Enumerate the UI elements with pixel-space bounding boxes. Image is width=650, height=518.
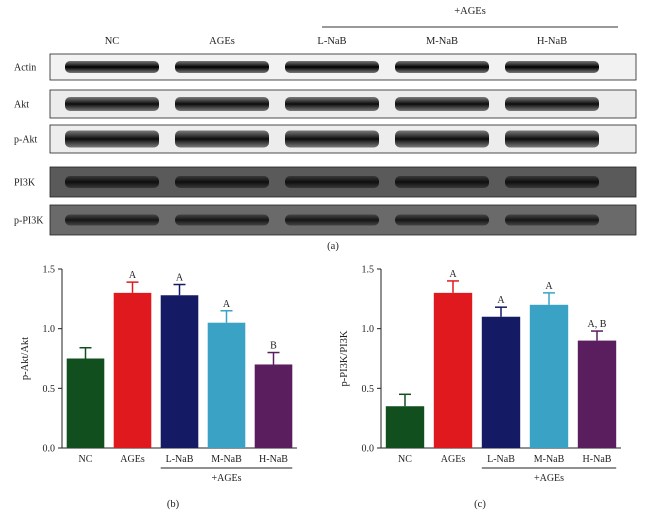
blot-band bbox=[65, 214, 159, 226]
panel-label-a: (a) bbox=[327, 241, 339, 252]
blot-row-label: Actin bbox=[14, 63, 36, 74]
y-axis-label: p-Akt/Akt bbox=[20, 337, 31, 380]
blot-band bbox=[505, 61, 599, 73]
significance-label: A bbox=[497, 295, 505, 306]
bar bbox=[433, 292, 473, 448]
blot-band bbox=[285, 97, 379, 111]
bar-chart-p-akt: 0.0 0.5 1.0 1.5 p-Akt/Akt NC A AGEs A L-NaB A M-NaB… bbox=[20, 265, 297, 484]
y-tick-label: 0.5 bbox=[362, 384, 375, 395]
y-axis-label: p-PI3K/PI3K bbox=[339, 330, 350, 386]
blot-row-label: PI3K bbox=[14, 178, 36, 189]
blot-band bbox=[395, 97, 489, 111]
bar bbox=[207, 322, 246, 448]
blot-lane-label: L-NaB bbox=[317, 36, 346, 47]
panel-label-c: (c) bbox=[474, 499, 486, 510]
significance-label: A bbox=[449, 269, 457, 280]
bar bbox=[529, 304, 569, 448]
y-tick-label: 1.5 bbox=[43, 265, 56, 276]
x-tick-label: L-NaB bbox=[166, 454, 194, 465]
blot-band bbox=[65, 61, 159, 73]
blot-band bbox=[175, 176, 269, 188]
blot-group-label: +AGEs bbox=[454, 6, 486, 17]
x-tick-label: NC bbox=[79, 454, 93, 465]
blot-band bbox=[65, 97, 159, 111]
x-tick-label: H-NaB bbox=[259, 454, 288, 465]
blot-band bbox=[285, 130, 379, 148]
blot-band bbox=[395, 61, 489, 73]
bar bbox=[481, 316, 521, 448]
y-tick-label: 0.0 bbox=[43, 444, 56, 455]
blot-row-label: p-Akt bbox=[14, 135, 38, 146]
blot-band bbox=[505, 97, 599, 111]
x-tick-label: AGEs bbox=[120, 454, 145, 465]
x-tick-label: L-NaB bbox=[487, 454, 515, 465]
blot-lane-label: AGEs bbox=[209, 36, 235, 47]
bar-chart-p-pi3k: 0.0 0.5 1.0 1.5 p-PI3K/PI3K NC A AGEs A L-NaB A M-N… bbox=[339, 265, 621, 484]
y-tick-label: 0.0 bbox=[362, 444, 375, 455]
blot-band bbox=[175, 214, 269, 226]
blot-lane-label: H-NaB bbox=[537, 36, 567, 47]
blot-lane-label: NC bbox=[105, 36, 120, 47]
blot-band bbox=[505, 176, 599, 188]
bar bbox=[577, 340, 617, 448]
blot-row-label: p-PI3K bbox=[14, 216, 44, 227]
blot-band bbox=[175, 97, 269, 111]
bar bbox=[385, 406, 425, 448]
blot-band bbox=[175, 61, 269, 73]
y-tick-label: 1.0 bbox=[362, 324, 375, 335]
blot-band bbox=[505, 214, 599, 226]
blot-lane-label: M-NaB bbox=[426, 36, 458, 47]
western-blot-panel: +AGEs NC AGEs L-NaB M-NaB H-NaB Actin Akt p-Ak… bbox=[14, 6, 637, 252]
significance-label: A bbox=[176, 273, 184, 284]
bar bbox=[113, 292, 152, 448]
significance-label: A bbox=[545, 281, 553, 292]
bar bbox=[160, 295, 199, 448]
blot-band bbox=[65, 130, 159, 148]
x-tick-label: NC bbox=[398, 454, 412, 465]
significance-label: A, B bbox=[588, 319, 607, 330]
y-tick-label: 1.0 bbox=[43, 324, 56, 335]
blot-band bbox=[285, 61, 379, 73]
y-tick-label: 0.5 bbox=[43, 384, 56, 395]
panel-label-b: (b) bbox=[167, 499, 180, 510]
blot-band bbox=[285, 176, 379, 188]
bar bbox=[254, 364, 293, 448]
group-label: +AGEs bbox=[534, 473, 564, 484]
x-tick-label: H-NaB bbox=[583, 454, 612, 465]
y-tick-label: 1.5 bbox=[362, 265, 375, 276]
blot-rows: Actin Akt p-Akt PI3K p-PI3K bbox=[14, 53, 637, 236]
x-tick-label: AGEs bbox=[441, 454, 466, 465]
blot-band bbox=[65, 176, 159, 188]
blot-band bbox=[395, 214, 489, 226]
blot-band bbox=[285, 214, 379, 226]
significance-label: B bbox=[270, 341, 277, 352]
group-label: +AGEs bbox=[211, 473, 241, 484]
blot-band bbox=[395, 176, 489, 188]
x-tick-label: M-NaB bbox=[534, 454, 565, 465]
blot-band bbox=[395, 130, 489, 148]
bar bbox=[66, 358, 105, 448]
blot-lane-labels: NC AGEs L-NaB M-NaB H-NaB bbox=[105, 36, 567, 47]
blot-band bbox=[505, 130, 599, 148]
significance-label: A bbox=[129, 270, 137, 281]
blot-row-label: Akt bbox=[14, 100, 29, 111]
significance-label: A bbox=[223, 299, 231, 310]
blot-band bbox=[175, 130, 269, 148]
x-tick-label: M-NaB bbox=[211, 454, 242, 465]
